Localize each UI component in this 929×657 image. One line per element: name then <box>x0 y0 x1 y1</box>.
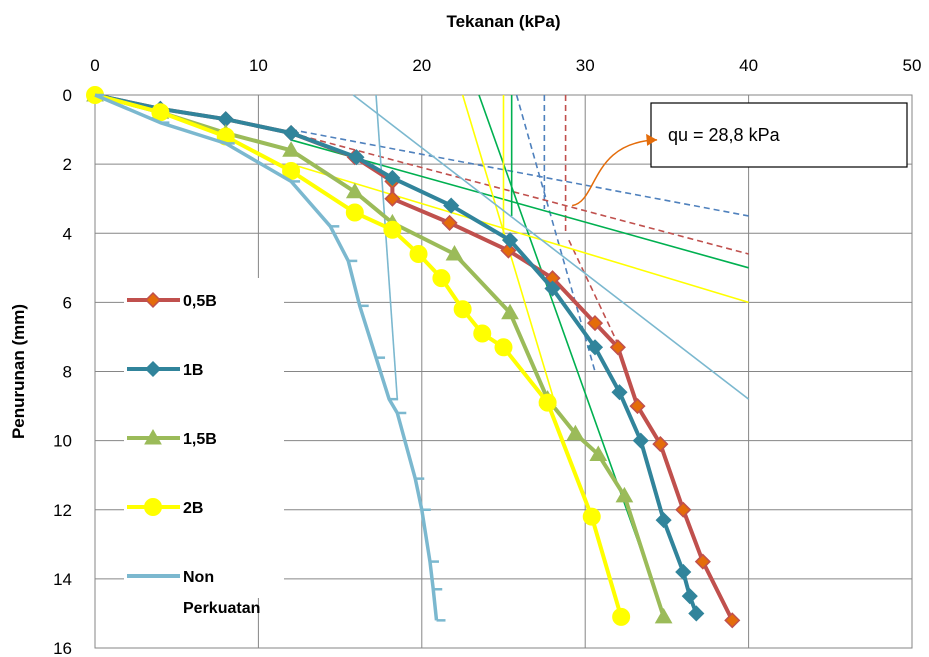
tangent-line <box>568 239 619 345</box>
data-point <box>586 339 604 356</box>
legend-item: Non Perkuatan <box>127 569 260 617</box>
tangent-line <box>290 132 749 255</box>
data-point <box>612 607 631 626</box>
data-point <box>500 242 517 259</box>
data-point <box>652 436 669 453</box>
data-point <box>473 324 492 343</box>
data-point <box>611 384 628 401</box>
x-tick-label: 10 <box>249 56 268 75</box>
data-point <box>681 588 698 605</box>
data-point <box>501 303 519 320</box>
y-tick-label: 4 <box>63 224 72 243</box>
legend-swatch-marker <box>144 360 162 378</box>
x-tick-label: 20 <box>412 56 431 75</box>
x-tick-label: 40 <box>739 56 758 75</box>
data-point <box>694 553 711 570</box>
data-point <box>675 563 692 581</box>
x-tick-labels: 0 10 20 30 40 50 <box>90 56 921 75</box>
data-point <box>453 300 472 319</box>
annotation-box <box>650 102 908 168</box>
y-tick-label: 6 <box>63 293 72 312</box>
data-point <box>724 612 741 629</box>
data-point <box>445 244 464 261</box>
data-point <box>441 214 458 231</box>
series-line <box>94 93 699 615</box>
legend-label: Perkuatan <box>183 600 260 617</box>
data-point <box>432 269 451 288</box>
tangent-line <box>375 94 399 400</box>
data-point <box>544 280 561 297</box>
annotation-text: qu = 28,8 kPa <box>668 125 781 145</box>
y-tick-labels: 0 2 4 6 8 10 12 14 16 <box>53 86 72 657</box>
data-point <box>384 190 401 207</box>
legend-label: 0,5B <box>183 293 217 310</box>
annotation-arrowhead <box>646 133 658 146</box>
x-tick-label: 0 <box>90 56 99 75</box>
y-tick-label: 12 <box>53 501 72 520</box>
y-tick-label: 0 <box>63 86 72 105</box>
data-point <box>688 605 705 622</box>
tangent-line <box>515 94 596 372</box>
data-point <box>586 315 604 332</box>
qu-annotation: qu = 28,8 kPa <box>571 102 908 207</box>
y-tick-label: 14 <box>53 570 72 589</box>
annotation-arrow <box>571 139 658 207</box>
tangent-line <box>290 163 749 304</box>
data-point <box>282 141 300 157</box>
legend-item: 0,5B <box>127 291 217 310</box>
y-tick-label: 16 <box>53 639 72 657</box>
data-point <box>582 507 601 526</box>
data-point <box>632 432 649 449</box>
series-non-perkuatan <box>94 93 446 622</box>
y-tick-label: 8 <box>63 363 72 382</box>
data-point <box>655 512 672 529</box>
data-point <box>589 445 608 461</box>
legend-swatch-marker <box>144 428 162 445</box>
data-point <box>501 232 519 249</box>
legend-label: 2B <box>183 500 203 517</box>
data-point <box>409 244 428 263</box>
x-tick-label: 50 <box>903 56 922 75</box>
data-point <box>566 424 585 441</box>
data-point <box>629 398 646 415</box>
data-point <box>615 486 634 503</box>
legend-item: 1B <box>127 360 203 379</box>
legend-swatch-marker <box>144 498 162 516</box>
legend-item: 1,5B <box>127 428 217 448</box>
x-tick-label: 30 <box>576 56 595 75</box>
data-series <box>86 85 741 629</box>
data-point <box>654 607 673 624</box>
data-point <box>283 124 300 142</box>
legend-label: 1B <box>183 362 203 379</box>
legend: 0,5B 1B 1,5B 2B Non Perkuatan <box>124 278 284 617</box>
data-point <box>609 339 626 356</box>
tangent-line <box>290 128 749 217</box>
data-point <box>383 220 402 239</box>
y-axis-title: Penurunan (mm) <box>9 304 28 439</box>
data-point <box>348 149 365 166</box>
y-tick-label: 2 <box>63 155 72 174</box>
data-point <box>443 197 460 214</box>
legend-label: Non <box>183 569 214 586</box>
data-point <box>384 169 401 187</box>
series-line <box>94 93 624 618</box>
x-axis-title: Tekanan (kPa) <box>446 12 560 31</box>
legend-swatch-marker <box>144 291 162 309</box>
data-point <box>151 103 170 122</box>
legend-item: 2B <box>127 498 203 517</box>
data-point <box>538 393 557 412</box>
data-point <box>345 203 364 222</box>
y-tick-label: 10 <box>53 432 72 451</box>
data-point <box>675 501 692 518</box>
tangent-line <box>352 94 750 400</box>
data-point <box>345 182 364 199</box>
legend-label: 1,5B <box>183 431 217 448</box>
data-point <box>494 338 513 357</box>
